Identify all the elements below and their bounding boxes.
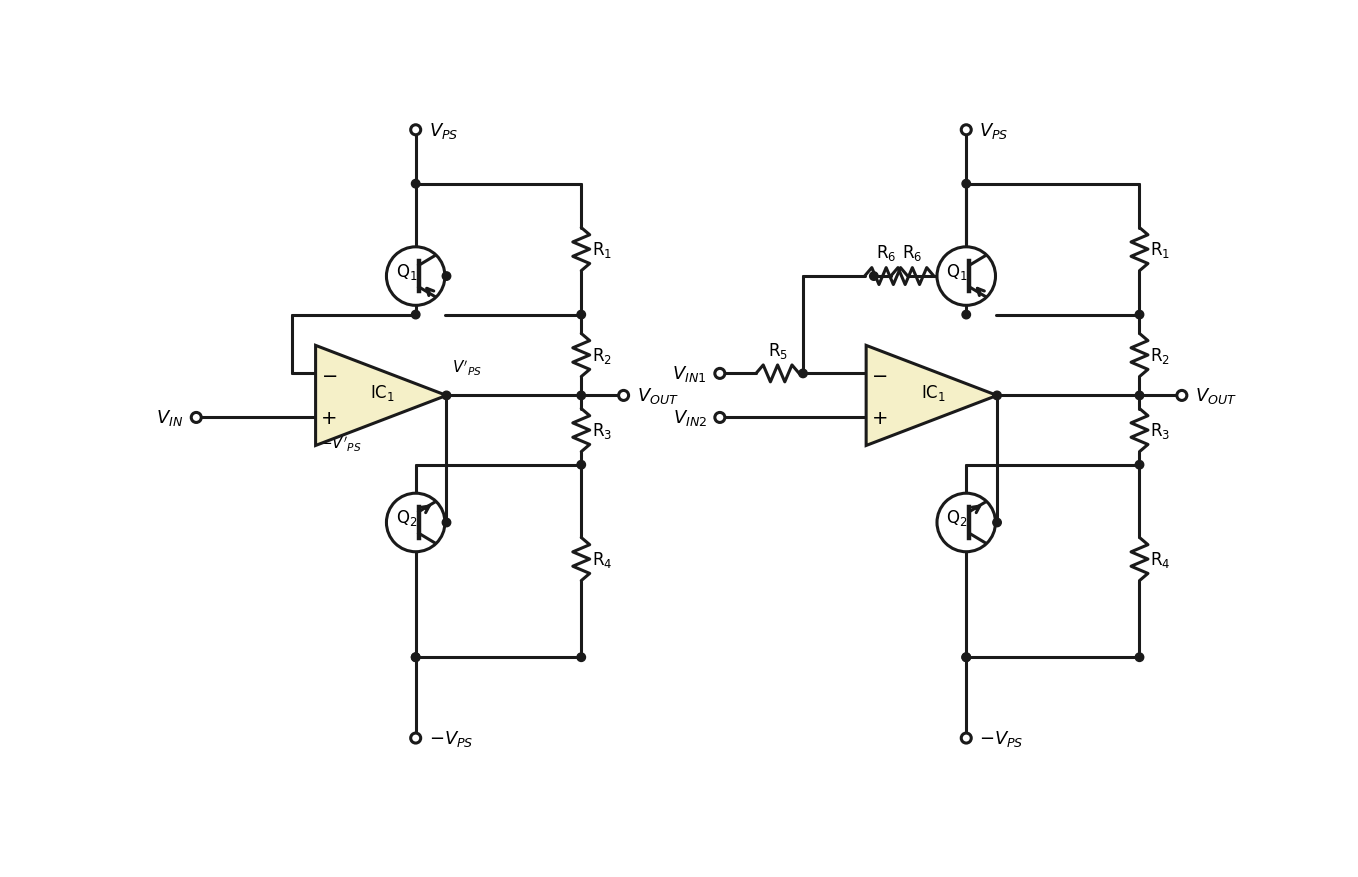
Text: $V_{IN2}$: $V_{IN2}$: [672, 408, 706, 428]
Text: R$_6$: R$_6$: [876, 243, 896, 263]
Circle shape: [410, 125, 421, 136]
Text: Q$_2$: Q$_2$: [947, 508, 968, 527]
Circle shape: [1135, 311, 1143, 319]
Text: $V_{OUT}$: $V_{OUT}$: [637, 386, 679, 406]
Circle shape: [714, 369, 725, 379]
Circle shape: [1135, 392, 1143, 400]
Circle shape: [869, 273, 879, 281]
Circle shape: [577, 461, 585, 469]
Circle shape: [961, 733, 971, 743]
Polygon shape: [315, 346, 447, 446]
Text: IC$_1$: IC$_1$: [921, 383, 945, 403]
Text: R$_2$: R$_2$: [1150, 346, 1171, 366]
Text: $+$: $+$: [320, 409, 337, 427]
Circle shape: [443, 518, 451, 527]
Circle shape: [961, 311, 971, 319]
Text: $V_{IN}$: $V_{IN}$: [156, 408, 183, 428]
Text: R$_2$: R$_2$: [592, 346, 612, 366]
Text: IC$_1$: IC$_1$: [369, 383, 395, 403]
Text: R$_1$: R$_1$: [592, 239, 612, 260]
Circle shape: [411, 311, 420, 319]
Circle shape: [1177, 391, 1187, 401]
Circle shape: [961, 181, 971, 189]
Circle shape: [961, 653, 971, 662]
Text: Q$_2$: Q$_2$: [395, 508, 417, 527]
Text: $-V'_{PS}$: $-V'_{PS}$: [319, 434, 363, 453]
Circle shape: [387, 494, 445, 553]
Text: $V_{PS}$: $V_{PS}$: [979, 121, 1009, 140]
Circle shape: [1135, 461, 1143, 469]
Text: R$_4$: R$_4$: [1150, 549, 1171, 569]
Circle shape: [993, 518, 1001, 527]
Text: R$_4$: R$_4$: [592, 549, 612, 569]
Text: R$_6$: R$_6$: [902, 243, 922, 263]
Text: Q$_1$: Q$_1$: [947, 261, 968, 282]
Text: $-$: $-$: [320, 365, 337, 383]
Text: $-$: $-$: [870, 365, 887, 383]
Text: R$_1$: R$_1$: [1150, 239, 1171, 260]
Circle shape: [577, 392, 585, 400]
Text: R$_3$: R$_3$: [592, 421, 612, 440]
Text: $-V_{PS}$: $-V_{PS}$: [429, 728, 474, 748]
Circle shape: [443, 273, 451, 281]
Circle shape: [714, 413, 725, 423]
Circle shape: [619, 391, 629, 401]
Text: Q$_1$: Q$_1$: [395, 261, 417, 282]
Circle shape: [961, 653, 971, 662]
Circle shape: [961, 125, 971, 136]
Text: $V_{OUT}$: $V_{OUT}$: [1195, 386, 1237, 406]
Text: $V_{PS}$: $V_{PS}$: [429, 121, 458, 140]
Text: R$_3$: R$_3$: [1150, 421, 1171, 440]
Text: $V'_{PS}$: $V'_{PS}$: [452, 359, 482, 378]
Circle shape: [993, 392, 1001, 400]
Circle shape: [937, 247, 995, 306]
Circle shape: [387, 247, 445, 306]
Circle shape: [577, 653, 585, 662]
Circle shape: [577, 311, 585, 319]
Text: R$_5$: R$_5$: [767, 340, 788, 360]
Circle shape: [411, 653, 420, 662]
Circle shape: [443, 392, 451, 400]
Circle shape: [410, 733, 421, 743]
Circle shape: [411, 181, 420, 189]
Circle shape: [1135, 653, 1143, 662]
Text: $-V_{PS}$: $-V_{PS}$: [979, 728, 1024, 748]
Circle shape: [799, 370, 807, 378]
Circle shape: [411, 653, 420, 662]
Text: $+$: $+$: [870, 409, 887, 427]
Polygon shape: [866, 346, 997, 446]
Text: $V_{IN1}$: $V_{IN1}$: [672, 364, 706, 384]
Circle shape: [191, 413, 201, 423]
Circle shape: [937, 494, 995, 553]
